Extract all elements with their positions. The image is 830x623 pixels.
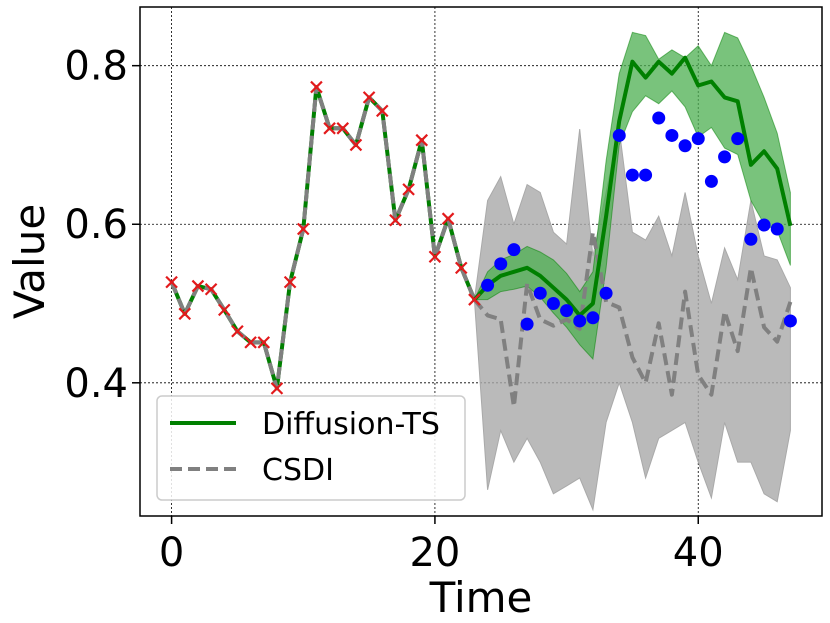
target-point — [744, 232, 758, 246]
target-point — [520, 317, 534, 331]
target-point — [652, 111, 666, 125]
target-point — [625, 168, 639, 182]
observed-x-stroke — [375, 104, 389, 118]
target-point — [678, 139, 692, 153]
observed-x-marker — [454, 261, 468, 275]
target-point — [639, 168, 653, 182]
target-point — [757, 218, 771, 232]
observed-x-marker — [257, 336, 271, 349]
observed-x-marker — [428, 250, 442, 264]
target-point — [731, 132, 745, 146]
observed-x-stroke — [231, 324, 244, 338]
observed-x-marker — [270, 382, 284, 395]
target-point — [612, 128, 626, 142]
observed-x-stroke — [270, 382, 284, 395]
target-point — [494, 257, 508, 271]
observed-x-stroke — [296, 222, 310, 236]
csdi-median-line — [472, 230, 793, 409]
observed-x-marker — [389, 213, 402, 227]
target-point — [507, 243, 521, 257]
csdi-band — [473, 128, 791, 512]
band-layer — [473, 31, 791, 512]
observed-x-stroke — [441, 212, 455, 225]
observed-x-marker — [336, 122, 350, 135]
observed-x-stroke — [468, 293, 481, 306]
target-point — [586, 311, 600, 325]
observed-x-marker — [217, 303, 231, 317]
observed-x-stroke — [217, 303, 231, 317]
target-point — [665, 128, 679, 142]
observed-x-stroke — [389, 213, 402, 227]
observed-x-stroke — [310, 80, 323, 94]
observed-x-stroke — [257, 336, 271, 349]
target-point — [718, 150, 732, 164]
observed-x-stroke — [191, 279, 205, 293]
observed-x-marker — [165, 275, 178, 289]
observed-x-stroke — [362, 91, 376, 104]
observed-x-stroke — [336, 122, 350, 135]
plot-frame — [139, 6, 823, 517]
target-point — [704, 174, 718, 188]
observed-x-marker — [310, 80, 323, 94]
legend: Diffusion-TS CSDI — [156, 395, 466, 501]
observed-x-marker — [191, 279, 205, 293]
observed-x-marker — [468, 293, 481, 306]
observed-x-stroke — [428, 250, 442, 264]
marker-layer — [165, 80, 797, 395]
y-tick-label: 0.8 — [64, 44, 128, 90]
observed-x-marker — [349, 138, 363, 152]
target-point — [560, 304, 574, 318]
observed-x-stroke — [204, 282, 218, 296]
legend-label-csdi: CSDI — [262, 453, 334, 488]
x-tick-label: 0 — [159, 530, 184, 576]
observed-x-stroke — [454, 261, 468, 275]
target-point — [481, 278, 495, 292]
x-axis-label: Time — [429, 573, 533, 622]
target-point — [599, 286, 613, 300]
observed-x-stroke — [178, 307, 192, 321]
observed-x-marker — [283, 275, 297, 289]
observed-x-marker — [441, 212, 455, 225]
observed-x-stroke — [402, 183, 415, 196]
x-tick-label: 40 — [673, 530, 724, 576]
y-tick-label: 0.6 — [64, 202, 128, 248]
x-tick-label: 20 — [409, 530, 460, 576]
target-point — [770, 222, 784, 236]
target-point — [691, 132, 705, 146]
observed-x-marker — [204, 282, 218, 296]
observed-x-stroke — [165, 275, 178, 289]
observed-x-marker — [231, 324, 244, 338]
observed-x-marker — [244, 336, 257, 349]
tick-layer: 0 20 40 0.4 0.6 0.8 — [64, 44, 723, 576]
observed-x-stroke — [349, 138, 363, 152]
observed-x-stroke — [415, 133, 429, 147]
target-point — [546, 297, 560, 311]
target-point — [783, 314, 797, 328]
observed-x-stroke — [283, 275, 297, 289]
target-point — [533, 286, 547, 300]
legend-label-diffusion: Diffusion-TS — [262, 407, 440, 442]
observed-x-marker — [296, 222, 310, 236]
diffusion-ts-band — [473, 31, 791, 361]
observed-x-marker — [375, 104, 389, 118]
y-tick-label: 0.4 — [64, 361, 128, 407]
observed-x-marker — [178, 307, 192, 321]
y-axis-label: Value — [5, 204, 54, 319]
observed-x-marker — [402, 183, 415, 196]
observed-x-stroke — [323, 122, 336, 135]
target-point — [573, 314, 587, 328]
observed-x-marker — [362, 91, 376, 104]
observed-x-marker — [323, 122, 336, 135]
diffusion-ts-median-line — [472, 55, 793, 318]
observed-x-stroke — [244, 336, 257, 349]
observed-x-marker — [415, 133, 429, 147]
